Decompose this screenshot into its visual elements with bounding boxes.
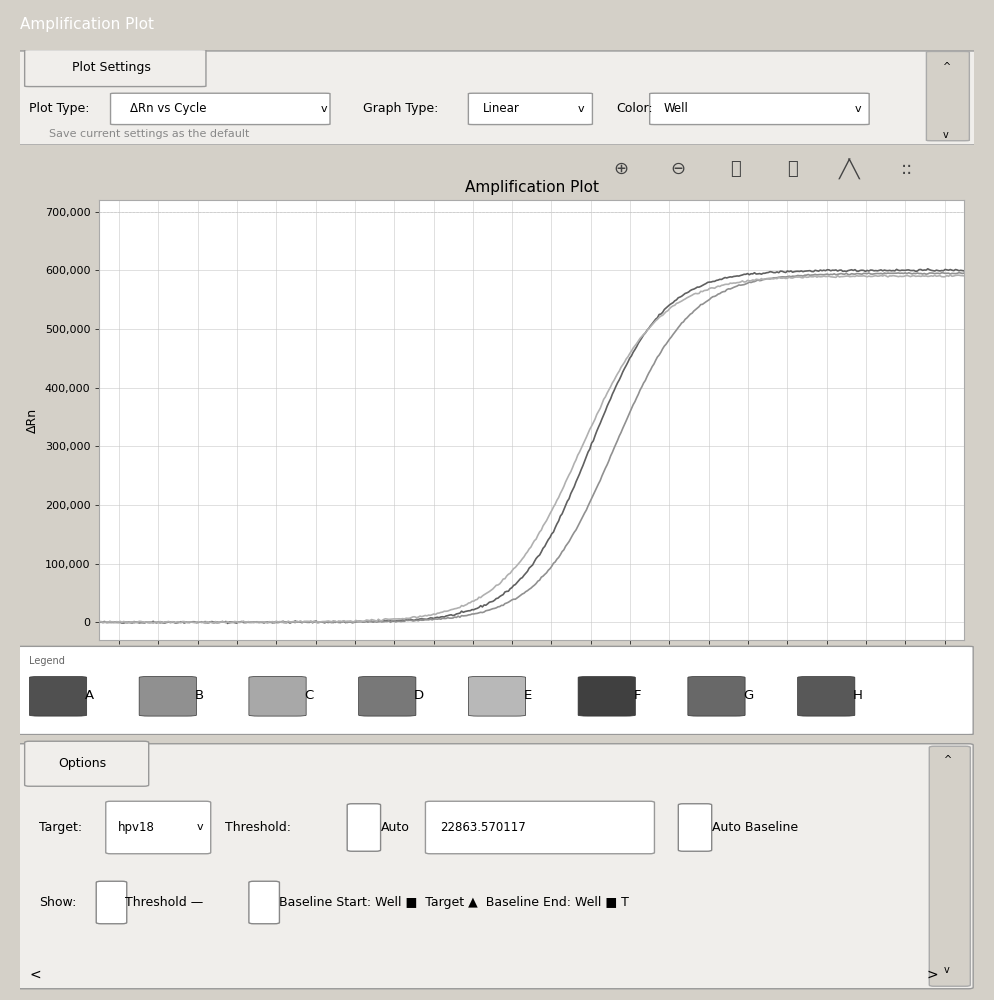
- FancyBboxPatch shape: [650, 93, 869, 125]
- Text: H: H: [853, 689, 863, 702]
- Text: Show:: Show:: [39, 896, 77, 909]
- FancyBboxPatch shape: [926, 51, 969, 141]
- Text: Threshold —: Threshold —: [125, 896, 203, 909]
- Text: Auto Baseline: Auto Baseline: [712, 821, 798, 834]
- FancyBboxPatch shape: [16, 646, 973, 735]
- Text: v: v: [942, 130, 948, 140]
- Text: C: C: [304, 689, 313, 702]
- FancyBboxPatch shape: [16, 744, 973, 989]
- Text: Target:: Target:: [39, 821, 83, 834]
- FancyBboxPatch shape: [25, 741, 149, 786]
- FancyBboxPatch shape: [347, 804, 381, 851]
- Text: >: >: [926, 968, 938, 982]
- Text: Options: Options: [58, 757, 106, 770]
- FancyBboxPatch shape: [929, 746, 970, 986]
- Text: ::: ::: [902, 160, 913, 178]
- FancyBboxPatch shape: [468, 93, 592, 125]
- Text: ΔRn vs Cycle: ΔRn vs Cycle: [129, 102, 206, 115]
- Text: Graph Type:: Graph Type:: [364, 102, 438, 115]
- Text: D: D: [414, 689, 424, 702]
- Text: ╱╲: ╱╲: [839, 158, 861, 180]
- FancyBboxPatch shape: [30, 676, 86, 716]
- Text: B: B: [195, 689, 204, 702]
- Text: <: <: [30, 968, 41, 982]
- FancyBboxPatch shape: [25, 50, 206, 87]
- FancyBboxPatch shape: [579, 676, 635, 716]
- FancyBboxPatch shape: [105, 801, 211, 854]
- FancyBboxPatch shape: [248, 676, 306, 716]
- Text: ⊖: ⊖: [671, 160, 686, 178]
- Text: E: E: [524, 689, 532, 702]
- Text: 22863.570117: 22863.570117: [439, 821, 526, 834]
- Text: Baseline Start: Well ■  Target ▲  Baseline End: Well ■ T: Baseline Start: Well ■ Target ▲ Baseline…: [279, 896, 629, 909]
- X-axis label: Cycle: Cycle: [515, 665, 549, 678]
- Text: ⎘: ⎘: [787, 160, 798, 178]
- FancyBboxPatch shape: [359, 676, 415, 716]
- Text: G: G: [744, 689, 753, 702]
- Text: F: F: [633, 689, 641, 702]
- Text: ⊕: ⊕: [613, 160, 628, 178]
- FancyBboxPatch shape: [110, 93, 330, 125]
- Title: Amplification Plot: Amplification Plot: [465, 180, 598, 195]
- Text: Well: Well: [664, 102, 689, 115]
- Text: Auto: Auto: [381, 821, 410, 834]
- FancyBboxPatch shape: [797, 676, 855, 716]
- Text: Plot Settings: Plot Settings: [73, 61, 151, 74]
- FancyBboxPatch shape: [139, 676, 197, 716]
- Text: Save current settings as the default: Save current settings as the default: [49, 129, 248, 139]
- Text: ^: ^: [942, 62, 950, 72]
- Text: Color:: Color:: [616, 102, 653, 115]
- Text: Plot Type:: Plot Type:: [30, 102, 89, 115]
- Y-axis label: ΔRn: ΔRn: [26, 407, 39, 433]
- FancyBboxPatch shape: [688, 676, 746, 716]
- Text: v: v: [943, 965, 949, 975]
- Text: Amplification Plot: Amplification Plot: [20, 17, 154, 32]
- Text: v: v: [855, 104, 862, 114]
- Text: v: v: [197, 822, 203, 832]
- Text: Legend: Legend: [30, 656, 66, 666]
- FancyBboxPatch shape: [96, 881, 127, 924]
- Text: ⎙: ⎙: [731, 160, 741, 178]
- FancyBboxPatch shape: [678, 804, 712, 851]
- FancyBboxPatch shape: [425, 801, 654, 854]
- FancyBboxPatch shape: [468, 676, 526, 716]
- Text: Linear: Linear: [483, 102, 520, 115]
- Text: ^: ^: [943, 755, 951, 765]
- Text: v: v: [320, 104, 327, 114]
- Text: A: A: [84, 689, 93, 702]
- FancyBboxPatch shape: [248, 881, 279, 924]
- FancyBboxPatch shape: [11, 51, 980, 145]
- Text: Threshold:: Threshold:: [225, 821, 291, 834]
- Text: hpv18: hpv18: [118, 821, 155, 834]
- Text: v: v: [579, 104, 584, 114]
